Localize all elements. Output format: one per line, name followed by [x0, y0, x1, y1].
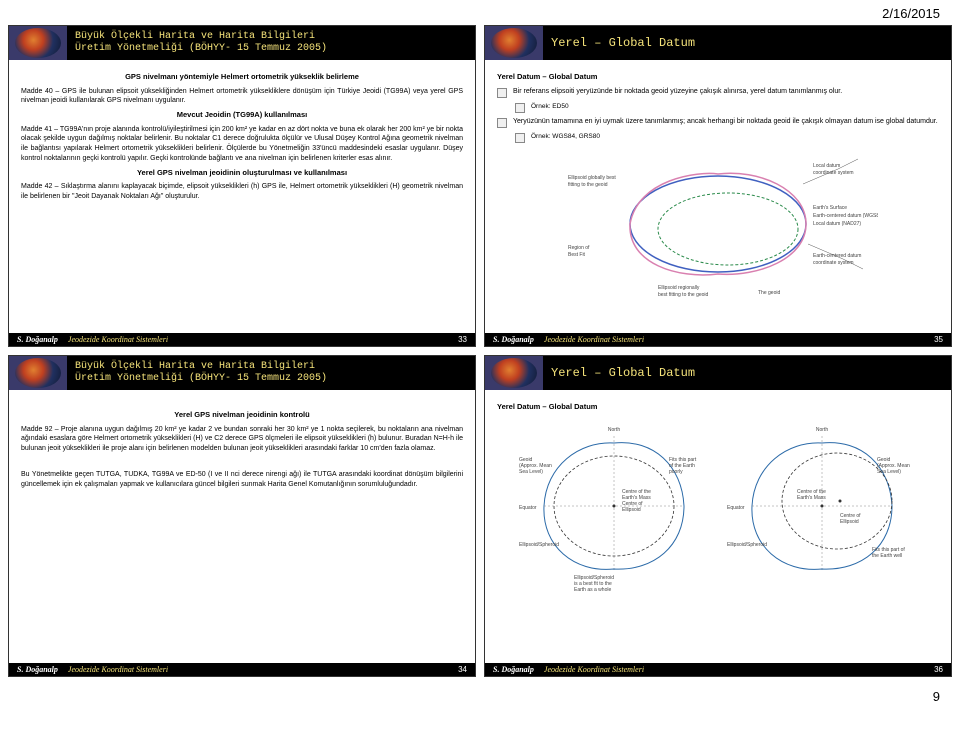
slide-pagenum: 33 [458, 335, 467, 344]
footer-author: S. Doğanalp [17, 335, 58, 344]
svg-text:the Earth well: the Earth well [872, 553, 902, 559]
svg-text:Ellipsoid/Spheroid: Ellipsoid/Spheroid [519, 542, 559, 548]
svg-text:Equator: Equator [519, 505, 537, 511]
paragraph: Bu Yönetmelikte geçen TUTGA, TUDKA, TG99… [21, 470, 463, 490]
bullet-icon [515, 103, 525, 113]
heading: Yerel GPS nivelman jeoidinin oluşturulma… [21, 168, 463, 179]
slide-header: Yerel – Global Datum [485, 356, 951, 390]
slide-body: Yerel Datum – Global Datum Bir referans … [485, 60, 951, 333]
example-text: Örnek: WGS84, GRS80 [531, 132, 600, 143]
bullet-example: Örnek: ED50 [515, 102, 939, 113]
slide-header: Büyük Ölçekli Harita ve Harita Bilgileri… [9, 26, 475, 60]
svg-text:The geoid: The geoid [758, 290, 780, 296]
slide-footer: S. Doğanalp Jeodezide Koordinat Sistemle… [485, 663, 951, 676]
geoid-fig-left: North Geoid (Approx. Mean Sea Level) Equ… [514, 421, 714, 591]
svg-text:Local datum: Local datum [813, 163, 840, 169]
bullet: Bir referans elipsoiti yeryüzünde bir no… [497, 87, 939, 98]
svg-text:Equator: Equator [727, 505, 745, 511]
svg-text:Ellipsoid: Ellipsoid [622, 507, 641, 513]
slide-pagenum: 36 [934, 665, 943, 674]
heading: GPS nivelmanı yöntemiyle Helmert ortomet… [21, 72, 463, 83]
slide-header: Yerel – Global Datum [485, 26, 951, 60]
bullet-text: Yeryüzünün tamamına en iyi uymak üzere t… [513, 117, 939, 128]
globe-icon [485, 356, 543, 390]
bullet: Yeryüzünün tamamına en iyi uymak üzere t… [497, 117, 939, 128]
page-number: 9 [0, 685, 960, 712]
slide-header: Büyük Ölçekli Harita ve Harita Bilgileri… [9, 356, 475, 390]
footer-author: S. Doğanalp [17, 665, 58, 674]
bullet-icon [497, 118, 507, 128]
example-text: Örnek: ED50 [531, 102, 569, 113]
slide-title: Yerel – Global Datum [551, 362, 943, 384]
heading: Yerel Datum – Global Datum [497, 402, 939, 413]
slide-body: Yerel GPS nivelman jeoidinin kontrolü Ma… [9, 390, 475, 663]
slide-body: GPS nivelmanı yöntemiyle Helmert ortomet… [9, 60, 475, 333]
paragraph: Madde 42 – Sıklaştırma alanını kaplayaca… [21, 182, 463, 202]
bullet-icon [515, 133, 525, 143]
svg-text:poorly: poorly [669, 469, 683, 475]
heading: Yerel Datum – Global Datum [497, 72, 939, 83]
svg-text:North: North [608, 427, 620, 433]
svg-text:best fitting to the geoid: best fitting to the geoid [658, 292, 709, 298]
page-date: 2/16/2015 [0, 0, 960, 25]
paragraph: Madde 40 – GPS ile bulunan elipsoit yüks… [21, 87, 463, 107]
ellipse-diagram: Ellipsoid globally best fitting to the g… [497, 149, 939, 299]
svg-text:fitting to the geoid: fitting to the geoid [568, 182, 608, 188]
svg-text:coordinate system: coordinate system [813, 260, 854, 266]
paragraph: Madde 41 – TG99A'nın proje alanında kont… [21, 125, 463, 164]
svg-text:Ellipsoid: Ellipsoid [840, 519, 859, 525]
footer-course: Jeodezide Koordinat Sistemleri [544, 335, 934, 344]
svg-text:Earth's Mass: Earth's Mass [797, 495, 826, 501]
heading: Yerel GPS nivelman jeoidinin kontrolü [21, 410, 463, 421]
svg-text:Earth's Surface: Earth's Surface [813, 205, 847, 211]
svg-text:Region of: Region of [568, 245, 590, 251]
slide-body: Yerel Datum – Global Datum North Geoid (… [485, 390, 951, 663]
footer-course: Jeodezide Koordinat Sistemleri [544, 665, 934, 674]
slide-title-line1: Büyük Ölçekli Harita ve Harita Bilgileri [75, 31, 467, 43]
svg-text:Ellipsoid regionally: Ellipsoid regionally [658, 285, 700, 291]
slide-title-line2: Üretim Yönetmeliği (BÖHYY- 15 Temmuz 200… [75, 373, 467, 385]
globe-icon [9, 26, 67, 60]
svg-text:North: North [816, 427, 828, 433]
slide-title-line2: Üretim Yönetmeliği (BÖHYY- 15 Temmuz 200… [75, 43, 467, 55]
svg-text:Sea Level): Sea Level) [519, 469, 543, 475]
slide-footer: S. Doğanalp Jeodezide Koordinat Sistemle… [9, 663, 475, 676]
svg-text:Earth-centered datum: Earth-centered datum [813, 253, 861, 259]
svg-text:coordinate system: coordinate system [813, 170, 854, 176]
bullet-example: Örnek: WGS84, GRS80 [515, 132, 939, 143]
paragraph: Madde 92 – Proje alanına uygun dağılmış … [21, 425, 463, 454]
diag-label: Ellipsoid globally best [568, 175, 616, 181]
svg-text:Ellipsoid/Spheroid: Ellipsoid/Spheroid [727, 542, 767, 548]
slide-title-line1: Büyük Ölçekli Harita ve Harita Bilgileri [75, 361, 467, 373]
bullet-text: Bir referans elipsoiti yeryüzünde bir no… [513, 87, 939, 98]
globe-icon [485, 26, 543, 60]
bullet-icon [497, 88, 507, 98]
footer-course: Jeodezide Koordinat Sistemleri [68, 335, 458, 344]
svg-text:Local datum (NAD27): Local datum (NAD27) [813, 221, 861, 227]
slide-pagenum: 35 [934, 335, 943, 344]
slide-title: Yerel – Global Datum [551, 32, 943, 54]
svg-text:Earth as a whole: Earth as a whole [574, 587, 611, 591]
slide-pagenum: 34 [458, 665, 467, 674]
svg-text:Earth-centered datum (WGS84): Earth-centered datum (WGS84) [813, 213, 878, 219]
geoid-figures: North Geoid (Approx. Mean Sea Level) Equ… [497, 421, 939, 591]
slide-35: Yerel – Global Datum Yerel Datum – Globa… [484, 25, 952, 347]
footer-author: S. Doğanalp [493, 335, 534, 344]
heading: Mevcut Jeoidin (TG99A) kullanılması [21, 110, 463, 121]
geoid-fig-right: North Equator Ellipsoid/Spheroid Centre … [722, 421, 922, 591]
footer-author: S. Doğanalp [493, 665, 534, 674]
svg-text:Sea Level): Sea Level) [877, 469, 901, 475]
svg-text:Best Fit: Best Fit [568, 252, 586, 258]
slide-33: Büyük Ölçekli Harita ve Harita Bilgileri… [8, 25, 476, 347]
slide-footer: S. Doğanalp Jeodezide Koordinat Sistemle… [485, 333, 951, 346]
slide-36: Yerel – Global Datum Yerel Datum – Globa… [484, 355, 952, 677]
slide-34: Büyük Ölçekli Harita ve Harita Bilgileri… [8, 355, 476, 677]
slide-footer: S. Doğanalp Jeodezide Koordinat Sistemle… [9, 333, 475, 346]
slide-grid: Büyük Ölçekli Harita ve Harita Bilgileri… [0, 25, 960, 685]
globe-icon [9, 356, 67, 390]
footer-course: Jeodezide Koordinat Sistemleri [68, 665, 458, 674]
